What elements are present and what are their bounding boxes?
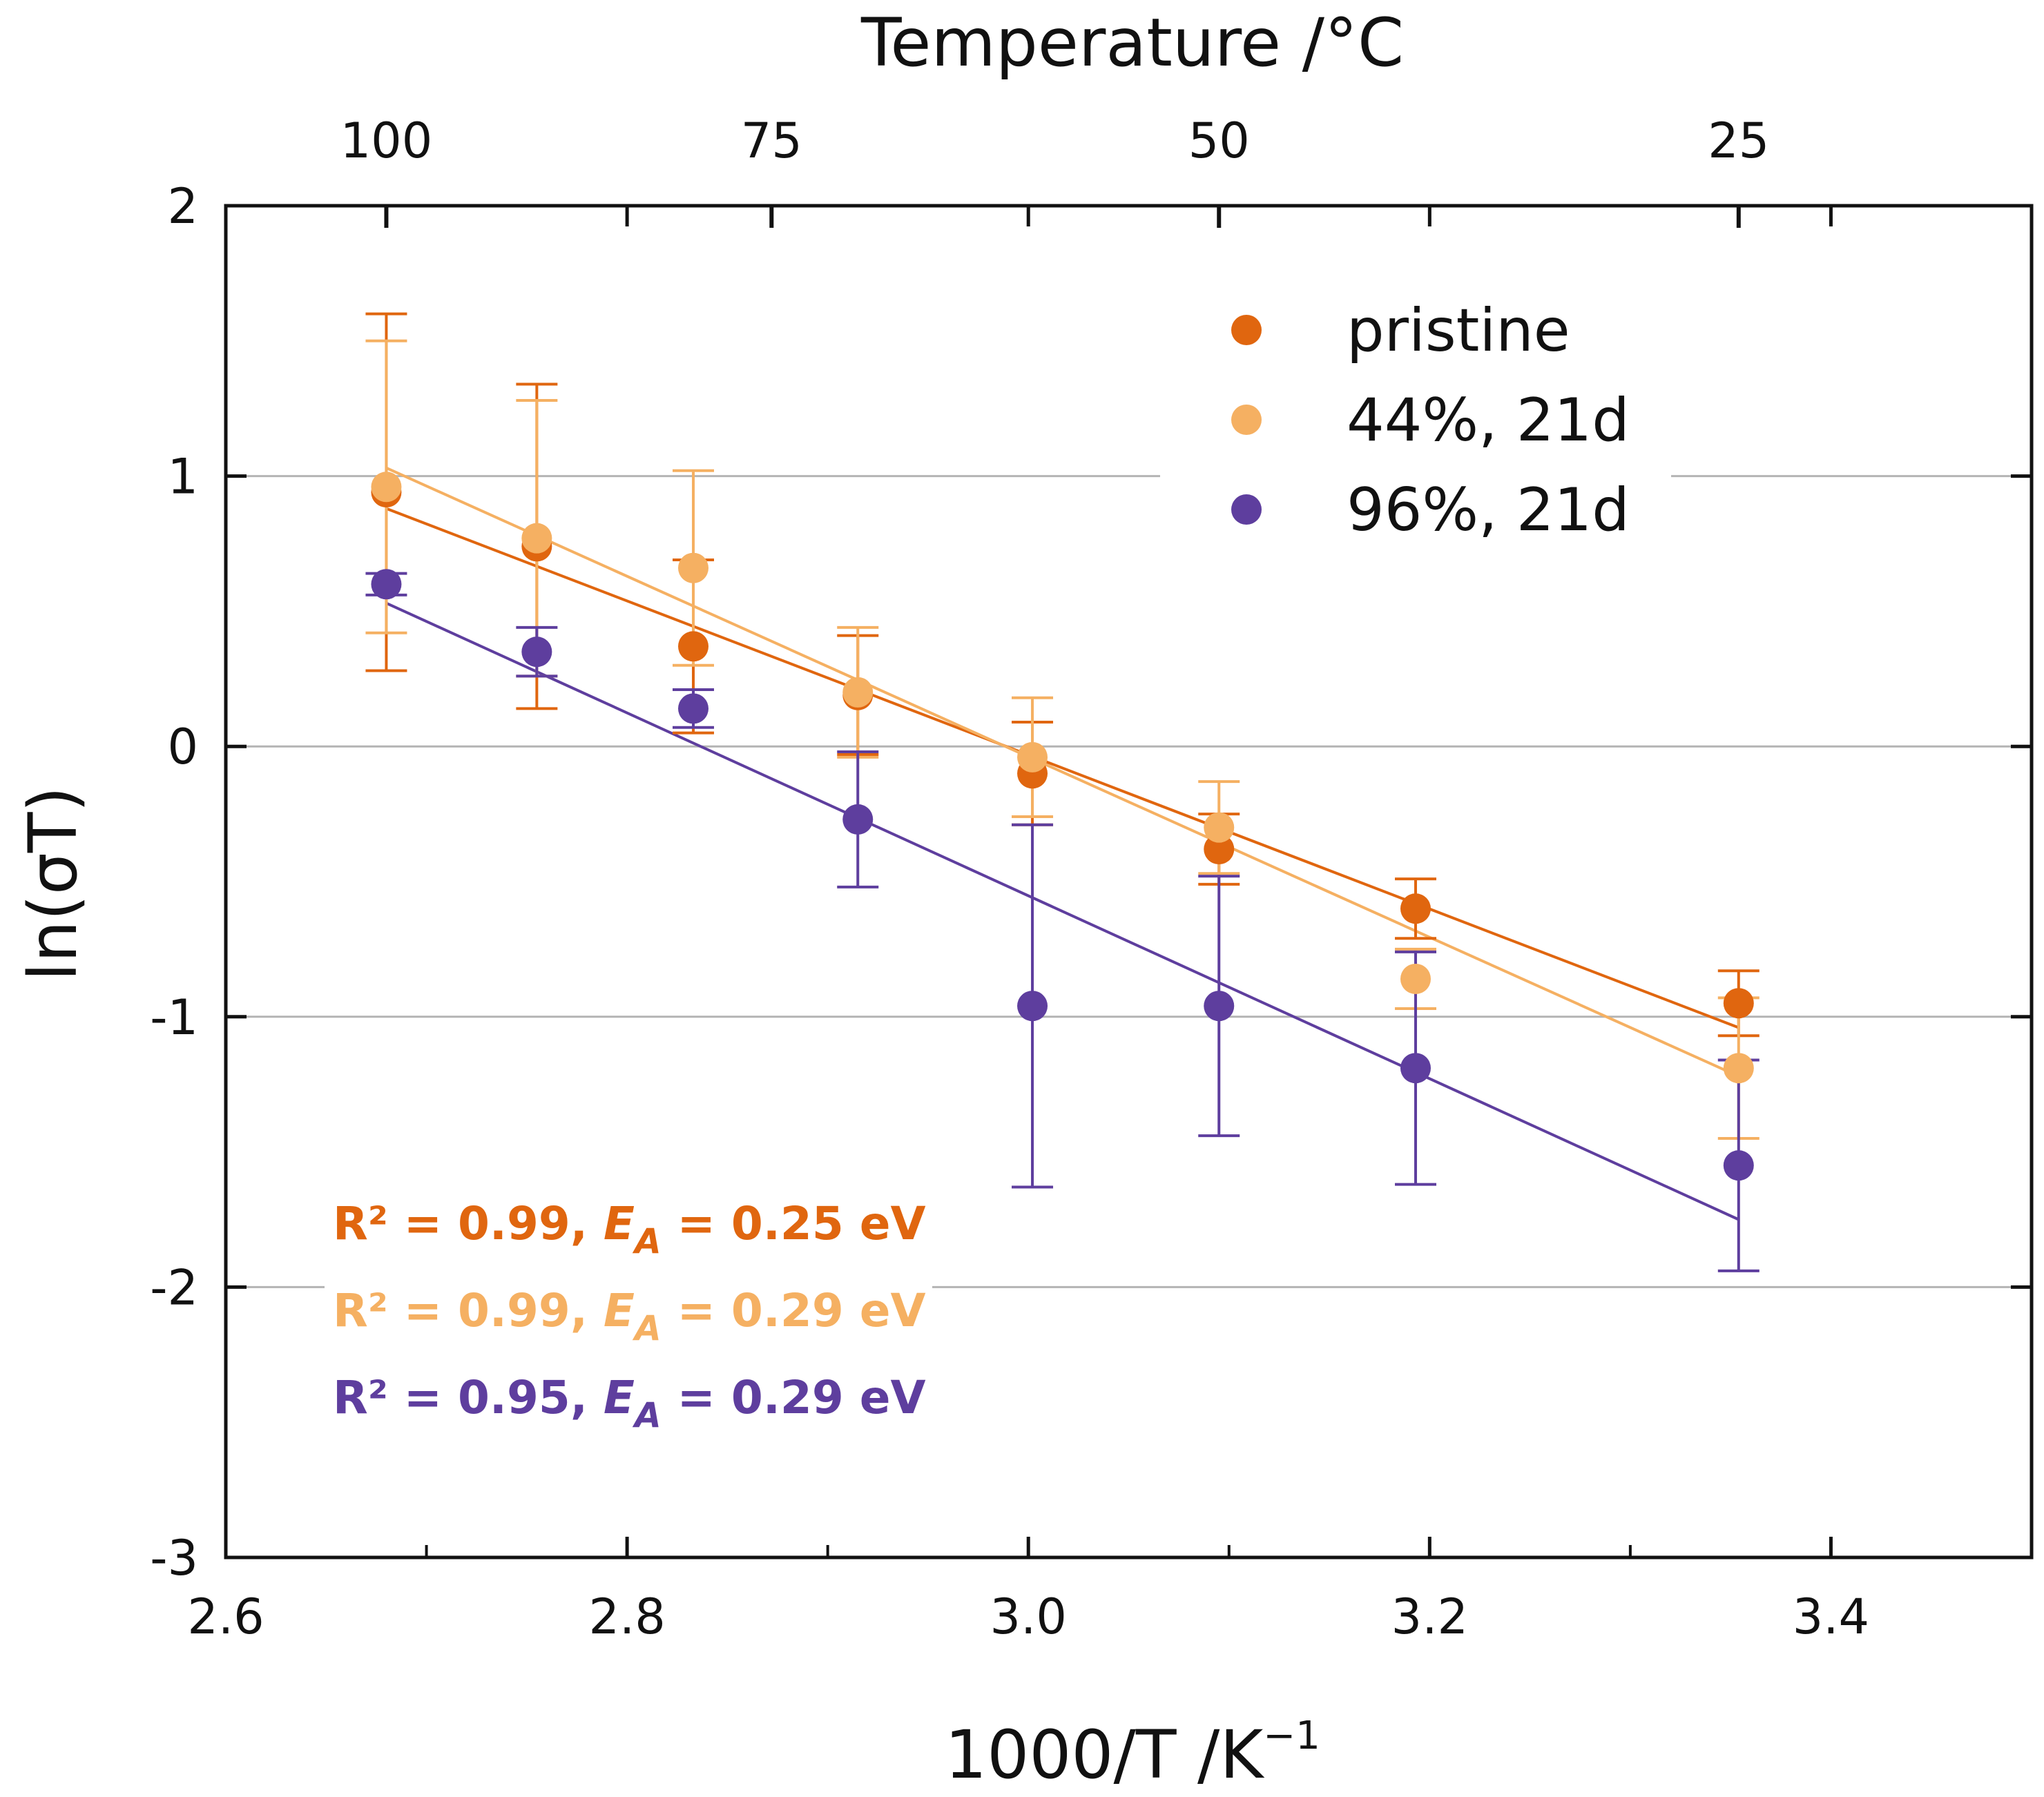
x-axis-title: 1000/T /K−1 [945,1713,1320,1794]
annotation-value: = 0.25 eV [662,1197,926,1250]
legend-background [325,290,1671,1457]
point-rh44 [371,472,402,503]
ticks: 2.6 2.8 3.0 3.2 3.4 -3 -2 -1 0 1 2 100 75 50 25 [150,113,2032,1645]
legend-marker-rh44 [1231,405,1262,435]
top-tick-label: 100 [340,113,433,169]
x-axis-title-exponent: −1 [1263,1713,1320,1758]
x-tick-label: 3.2 [1391,1589,1468,1645]
fit-line-rh96 [385,601,1739,1221]
point-rh96 [371,569,402,600]
x-tick-label: 3.4 [1793,1589,1869,1645]
x-tick-label: 2.8 [588,1589,665,1645]
point-rh44 [1204,812,1235,843]
data-points [371,472,1754,1181]
axes [224,204,2034,1560]
x-tick-label: 2.6 [187,1589,264,1645]
y-axis-title: ln(σT) [15,786,92,981]
y-tick-label: -3 [150,1530,198,1586]
legend: pristine 44%, 21d 96%, 21d [1231,296,1630,545]
legend-marker-pristine [1231,315,1262,345]
point-rh44 [1723,1053,1754,1084]
point-rh44 [1400,963,1431,994]
annotation-subscript: A [632,1395,662,1435]
point-rh44 [1017,741,1048,773]
y-tick-label: -1 [150,989,198,1046]
legend-label-pristine: pristine [1347,296,1570,365]
point-rh44 [521,523,552,554]
annotation-r2: R² = 0.99, [333,1197,604,1250]
annotation-subscript: A [632,1308,662,1348]
point-pristine [1204,834,1235,865]
top-tick-label: 50 [1188,113,1250,169]
x-axis-title-main: 1000/T /K [945,1716,1264,1794]
top-tick-label: 25 [1708,113,1769,169]
point-rh96 [1017,991,1048,1022]
point-rh96 [1723,1150,1754,1181]
grid-layer [226,475,2032,1288]
y-tick-label: 0 [167,719,198,775]
x-tick-label: 3.0 [990,1589,1067,1645]
legend-label-rh44: 44%, 21d [1347,386,1630,455]
top-axis-title: Temperature /°C [860,4,1404,81]
fit-line-rh44 [385,467,1739,1078]
fit-lines [385,467,1739,1221]
annotation-value: = 0.29 eV [662,1371,926,1424]
legend-label-rh96: 96%, 21d [1347,476,1630,545]
fit-line-pristine [385,507,1739,1029]
point-rh96 [1204,991,1235,1022]
point-rh96 [521,637,552,668]
fit-annotation-rh44: R² = 0.99, EA = 0.29 eV [333,1284,926,1348]
point-rh96 [677,693,708,724]
annotation-subscript: A [632,1221,662,1261]
y-tick-label: 2 [167,178,198,235]
fit-annotation-rh96: R² = 0.95, EA = 0.29 eV [333,1371,926,1435]
annotation-variable: E [604,1284,635,1337]
annotation-value: = 0.29 eV [662,1284,926,1337]
point-pristine [1723,988,1754,1019]
point-rh96 [842,804,874,835]
point-rh44 [842,677,874,708]
annotation-box [325,1181,932,1457]
legend-marker-rh96 [1231,494,1262,525]
point-rh96 [1400,1053,1431,1084]
fit-annotation-pristine: R² = 0.99, EA = 0.25 eV [333,1197,926,1261]
top-tick-label: 75 [741,113,802,169]
annotation-variable: E [604,1371,635,1424]
point-rh44 [677,552,708,583]
plot-frame [224,204,2034,1560]
y-tick-label: 1 [167,449,198,505]
y-tick-label: -2 [150,1259,198,1316]
point-pristine [677,631,708,662]
annotation-variable: E [604,1197,635,1250]
point-pristine [1400,893,1431,924]
annotation-r2: R² = 0.95, [333,1371,604,1424]
annotation-r2: R² = 0.99, [333,1284,604,1337]
